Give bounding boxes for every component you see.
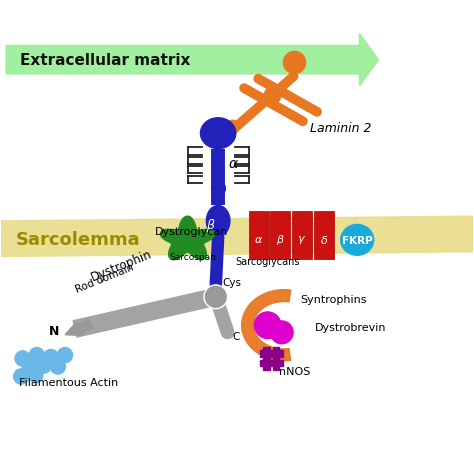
- Text: $\delta$: $\delta$: [319, 233, 328, 246]
- Polygon shape: [160, 217, 215, 260]
- Circle shape: [255, 312, 281, 339]
- Text: Sarcospan: Sarcospan: [169, 252, 216, 261]
- Text: $\beta$: $\beta$: [206, 217, 215, 234]
- Circle shape: [50, 359, 65, 374]
- Circle shape: [204, 285, 228, 309]
- Bar: [314, 212, 334, 259]
- Bar: [249, 212, 269, 259]
- Ellipse shape: [206, 206, 230, 237]
- Text: Cys: Cys: [223, 278, 242, 288]
- Circle shape: [14, 369, 29, 384]
- Text: Sarcoglycans: Sarcoglycans: [236, 256, 300, 266]
- Circle shape: [36, 358, 51, 373]
- Text: $\alpha$: $\alpha$: [254, 235, 263, 244]
- Text: Dystrobrevin: Dystrobrevin: [315, 322, 386, 332]
- Bar: [260, 360, 283, 367]
- Bar: [292, 212, 312, 259]
- Bar: [273, 347, 279, 370]
- Text: Dystroglycan: Dystroglycan: [155, 226, 228, 236]
- Circle shape: [15, 351, 30, 366]
- Text: Filamentous Actin: Filamentous Actin: [19, 377, 118, 387]
- Circle shape: [271, 321, 293, 344]
- Text: $\beta$: $\beta$: [276, 232, 285, 247]
- Circle shape: [57, 348, 73, 363]
- Polygon shape: [6, 35, 378, 87]
- Text: Sarcolemma: Sarcolemma: [16, 230, 140, 248]
- Polygon shape: [242, 290, 291, 361]
- Bar: [264, 347, 270, 370]
- Circle shape: [43, 350, 58, 365]
- Polygon shape: [1, 217, 473, 257]
- Bar: [260, 351, 283, 357]
- Text: Extracellular matrix: Extracellular matrix: [20, 52, 191, 68]
- Text: nNOS: nNOS: [279, 367, 311, 377]
- Circle shape: [29, 348, 44, 363]
- Text: Dystrophin: Dystrophin: [89, 248, 154, 284]
- Ellipse shape: [201, 119, 236, 149]
- Ellipse shape: [341, 225, 374, 256]
- Text: Syntrophins: Syntrophins: [301, 294, 367, 304]
- Text: N: N: [48, 324, 59, 337]
- Text: C: C: [232, 332, 240, 342]
- Bar: [271, 212, 290, 259]
- Text: $\alpha$: $\alpha$: [228, 157, 238, 171]
- Text: Laminin 2: Laminin 2: [310, 121, 372, 135]
- Circle shape: [28, 367, 43, 383]
- Text: Rod domain: Rod domain: [74, 262, 136, 295]
- Circle shape: [22, 360, 37, 375]
- FancyArrow shape: [65, 320, 93, 336]
- Text: FKRP: FKRP: [342, 235, 373, 245]
- Text: $\gamma$: $\gamma$: [298, 233, 307, 246]
